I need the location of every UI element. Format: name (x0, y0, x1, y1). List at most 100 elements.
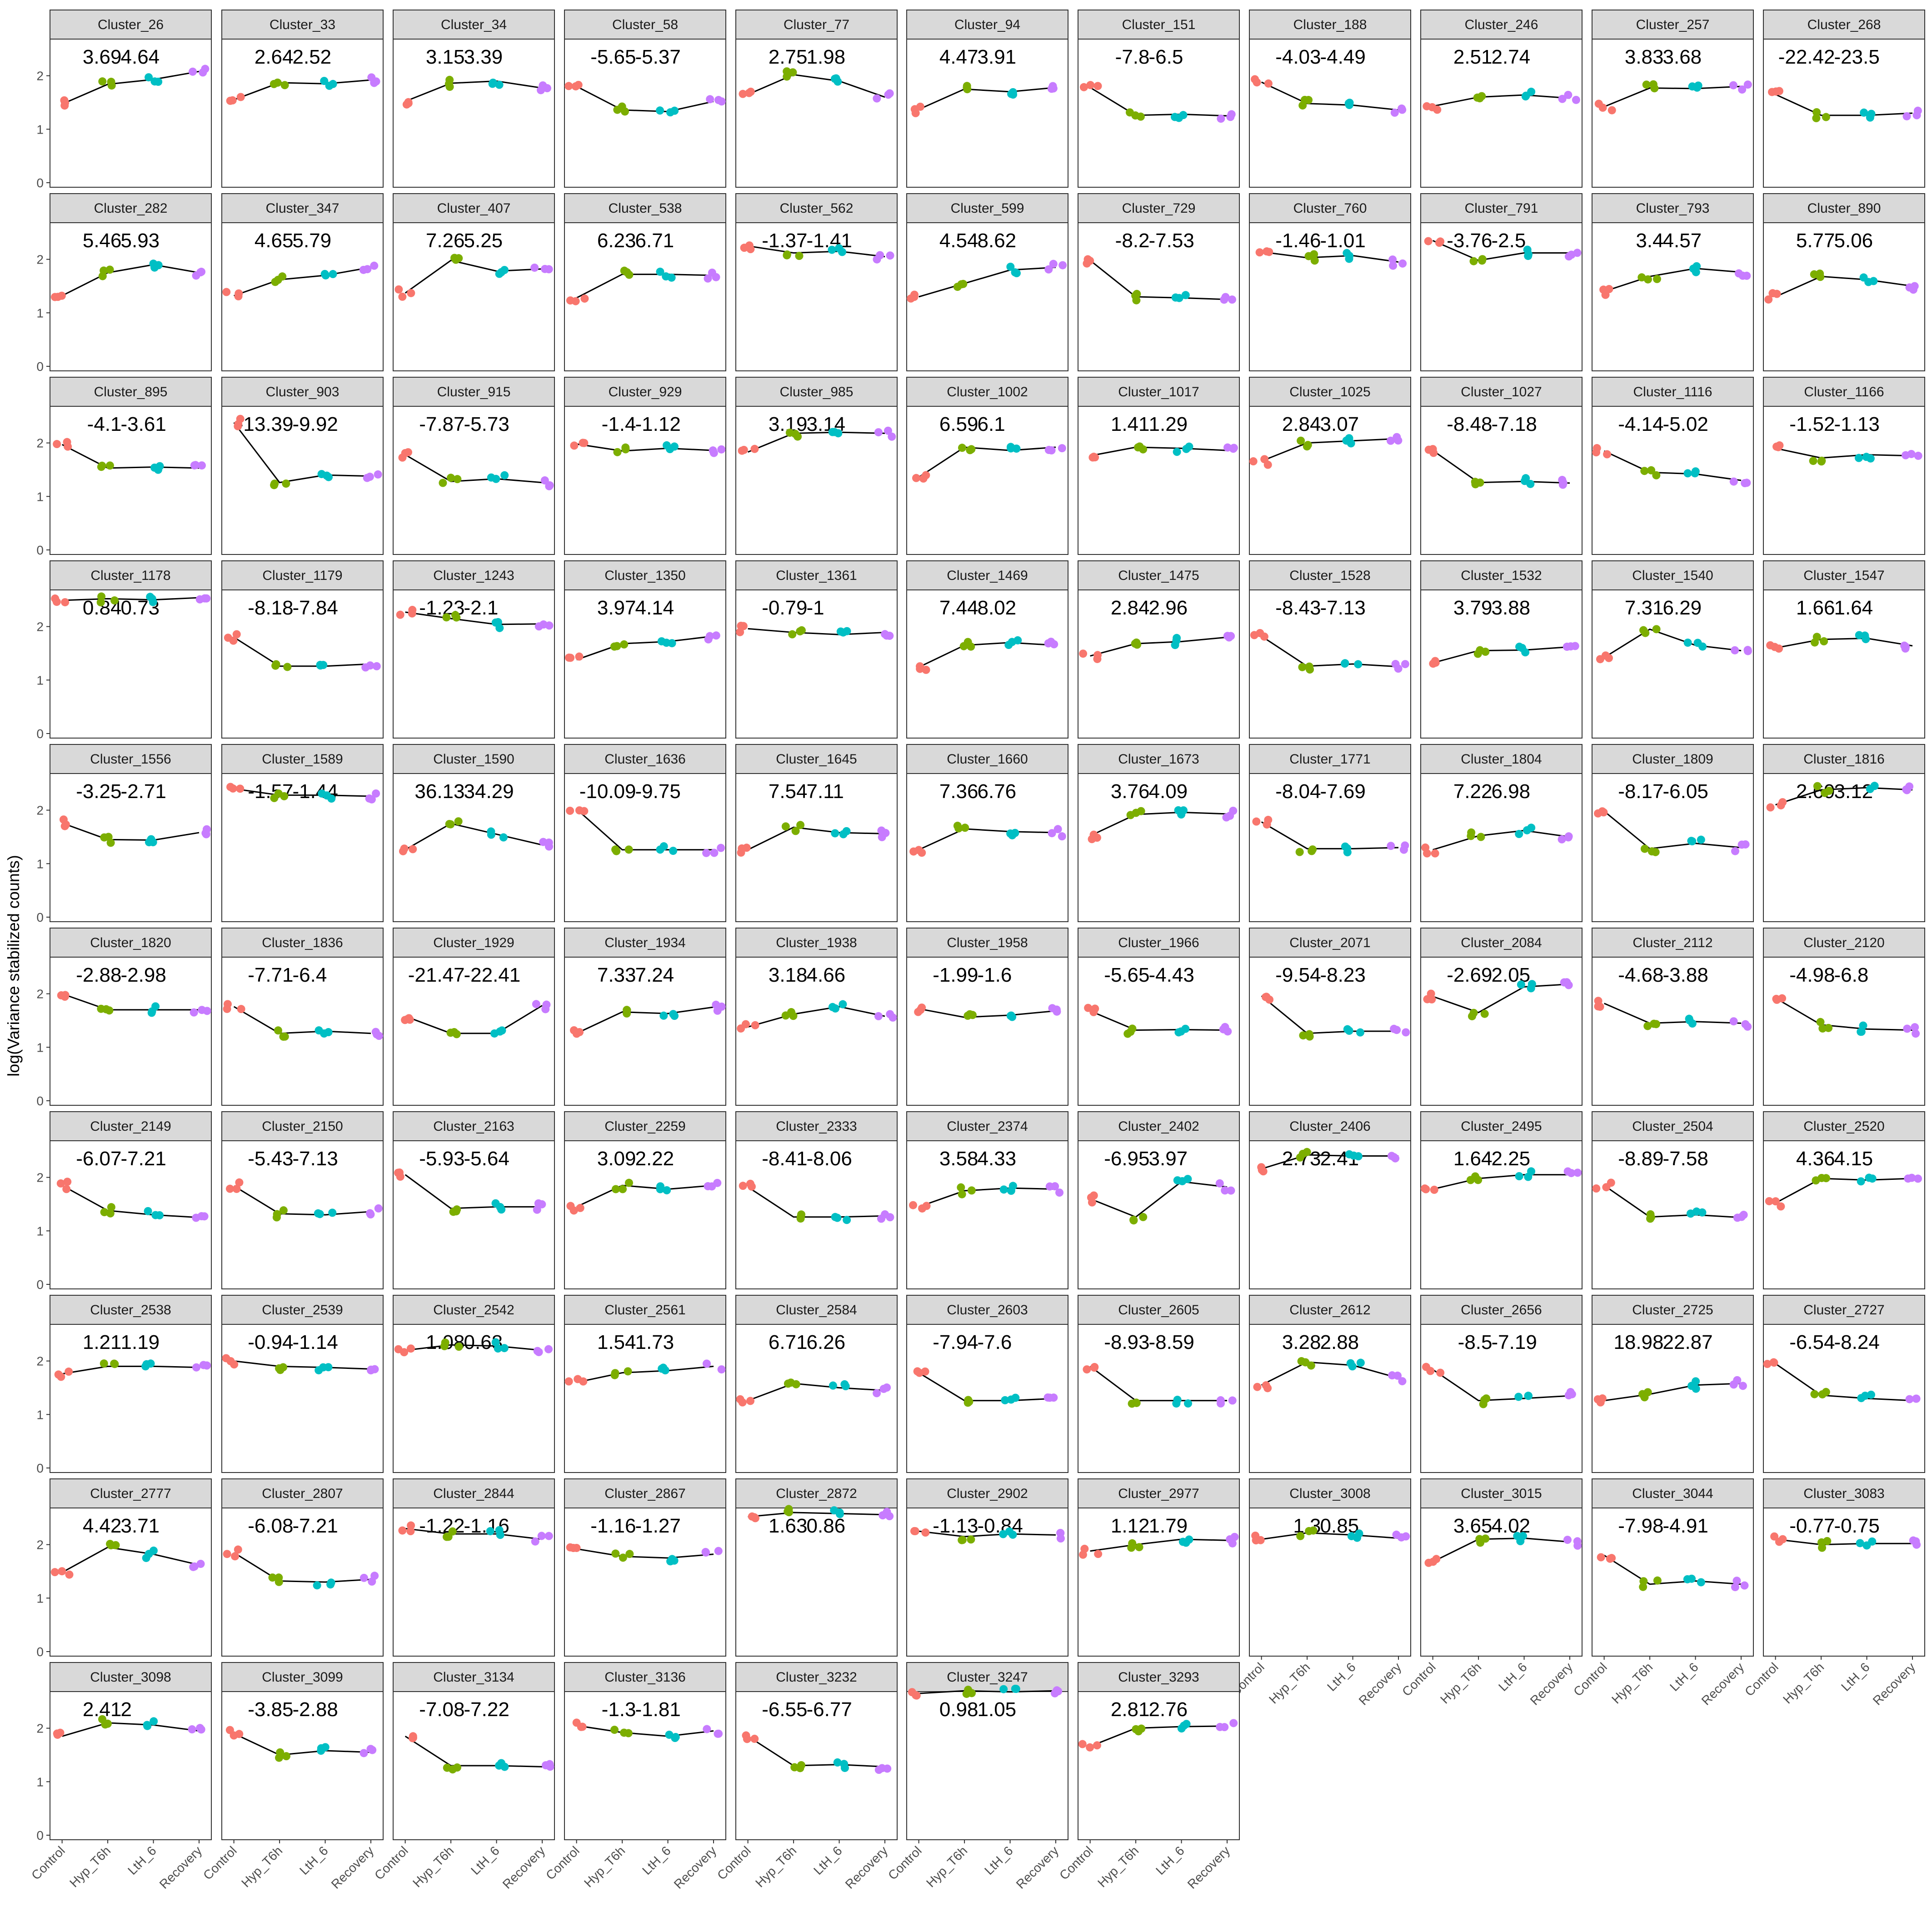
stat-label: 1.98 (807, 46, 846, 68)
data-point (964, 1398, 972, 1407)
stat-label: 1.41 (1111, 413, 1150, 435)
facet-panel: Cluster_1938 3.184.66 (735, 928, 898, 1106)
stat-label: 1.21 (83, 1331, 122, 1353)
mean-trend-line (919, 1690, 1056, 1694)
data-point (1173, 448, 1181, 456)
mean-trend-line (61, 1546, 200, 1573)
data-point (442, 1533, 451, 1541)
facet-panel: Cluster_1243-1.23-2.1 (393, 560, 555, 739)
panel-frame (1249, 222, 1411, 371)
facet-title: Cluster_1017 (1118, 384, 1199, 399)
data-point (1572, 95, 1580, 104)
data-point (1356, 1028, 1364, 1037)
data-point (1564, 832, 1573, 841)
data-point (1354, 660, 1363, 669)
data-point (1518, 644, 1527, 652)
data-point (544, 838, 553, 847)
data-point (1185, 1535, 1193, 1544)
facet-strip (50, 10, 212, 40)
data-point (408, 609, 416, 618)
facet-panel: Cluster_1836 -7.71-6.4 (221, 928, 384, 1106)
mean-trend-line (62, 597, 200, 601)
data-point (747, 1182, 756, 1191)
data-point (1089, 830, 1098, 839)
facet-panel: Cluster_2538 1.211.19 0 1 2 (36, 1295, 212, 1475)
stat-label: -7.69 (1320, 780, 1366, 803)
facet-panel: Cluster_2844-1.22-1.16 (393, 1478, 555, 1657)
stat-label: 3.97 (1149, 1148, 1188, 1170)
data-point (407, 289, 415, 297)
facet-title: Cluster_2584 (776, 1303, 857, 1318)
facet-strip (1420, 377, 1583, 407)
data-point (703, 1725, 711, 1733)
data-point (1045, 1182, 1054, 1191)
data-point (1215, 1179, 1224, 1188)
data-point (1356, 1358, 1365, 1367)
data-point (1227, 632, 1235, 640)
data-point (1596, 655, 1604, 664)
y-tick-label: 2 (36, 1171, 44, 1185)
stat-label: -13.39 (237, 413, 294, 435)
x-tick-label: Control (1571, 1660, 1610, 1699)
data-point (797, 626, 806, 634)
data-point (1220, 1723, 1229, 1732)
data-point (834, 77, 842, 86)
data-point (100, 266, 108, 275)
data-point (222, 288, 231, 296)
mean-trend-line (1433, 646, 1570, 664)
x-tick-label: Hyp_T6h (753, 1843, 799, 1890)
data-point (1390, 108, 1399, 117)
facet-strip (1763, 1478, 1925, 1508)
data-point (1905, 1395, 1914, 1403)
facet-panel: Cluster_2504 -8.89-7.58 (1592, 1111, 1754, 1289)
data-point (1388, 255, 1397, 264)
data-point (399, 847, 407, 855)
stat-label: 7.31 (1625, 597, 1664, 619)
data-point (500, 471, 509, 479)
data-point (1135, 1543, 1143, 1552)
mean-trend-line (405, 611, 543, 625)
data-point (789, 68, 797, 77)
facet-panel: Cluster_1116 -4.14-5.02 (1592, 377, 1754, 555)
data-point (883, 1764, 892, 1773)
data-point (1087, 1193, 1095, 1202)
data-point (963, 82, 971, 90)
mean-trend-line (919, 87, 1056, 110)
data-point (1810, 1390, 1819, 1398)
facet-strip (564, 193, 726, 223)
data-point (1571, 642, 1579, 650)
data-point (612, 847, 621, 855)
data-point (1128, 1539, 1137, 1548)
stat-label: 1.66 (1796, 597, 1835, 619)
data-point (736, 1395, 744, 1403)
data-point (1345, 255, 1353, 263)
facet-panel: Cluster_1528 -8.43-7.13 (1249, 560, 1411, 739)
data-point (229, 636, 238, 645)
facet-title: Cluster_2872 (776, 1486, 857, 1501)
facet-title: Cluster_1645 (776, 752, 857, 767)
data-point (1086, 1743, 1094, 1752)
facet-panel: Cluster_2259 3.092.22 (564, 1111, 726, 1289)
facet-strip (221, 10, 384, 40)
data-point (197, 461, 206, 470)
y-tick-label: 0 (36, 1461, 44, 1475)
data-point (1563, 1536, 1572, 1544)
facet-panel: Cluster_2149 -6.07-7.21 0 1 2 (36, 1111, 212, 1292)
data-point (531, 1537, 539, 1546)
data-point (359, 1749, 368, 1757)
mean-trend-line (918, 446, 1056, 478)
data-point (1856, 1539, 1864, 1548)
stat-label: 4.66 (807, 964, 846, 986)
stat-label: -0.79 (762, 597, 807, 619)
stat-label: 4.47 (939, 46, 978, 68)
data-point (1079, 649, 1088, 658)
data-point (494, 1344, 502, 1353)
panel-frame (1763, 222, 1925, 371)
mean-trend-line (234, 266, 371, 297)
